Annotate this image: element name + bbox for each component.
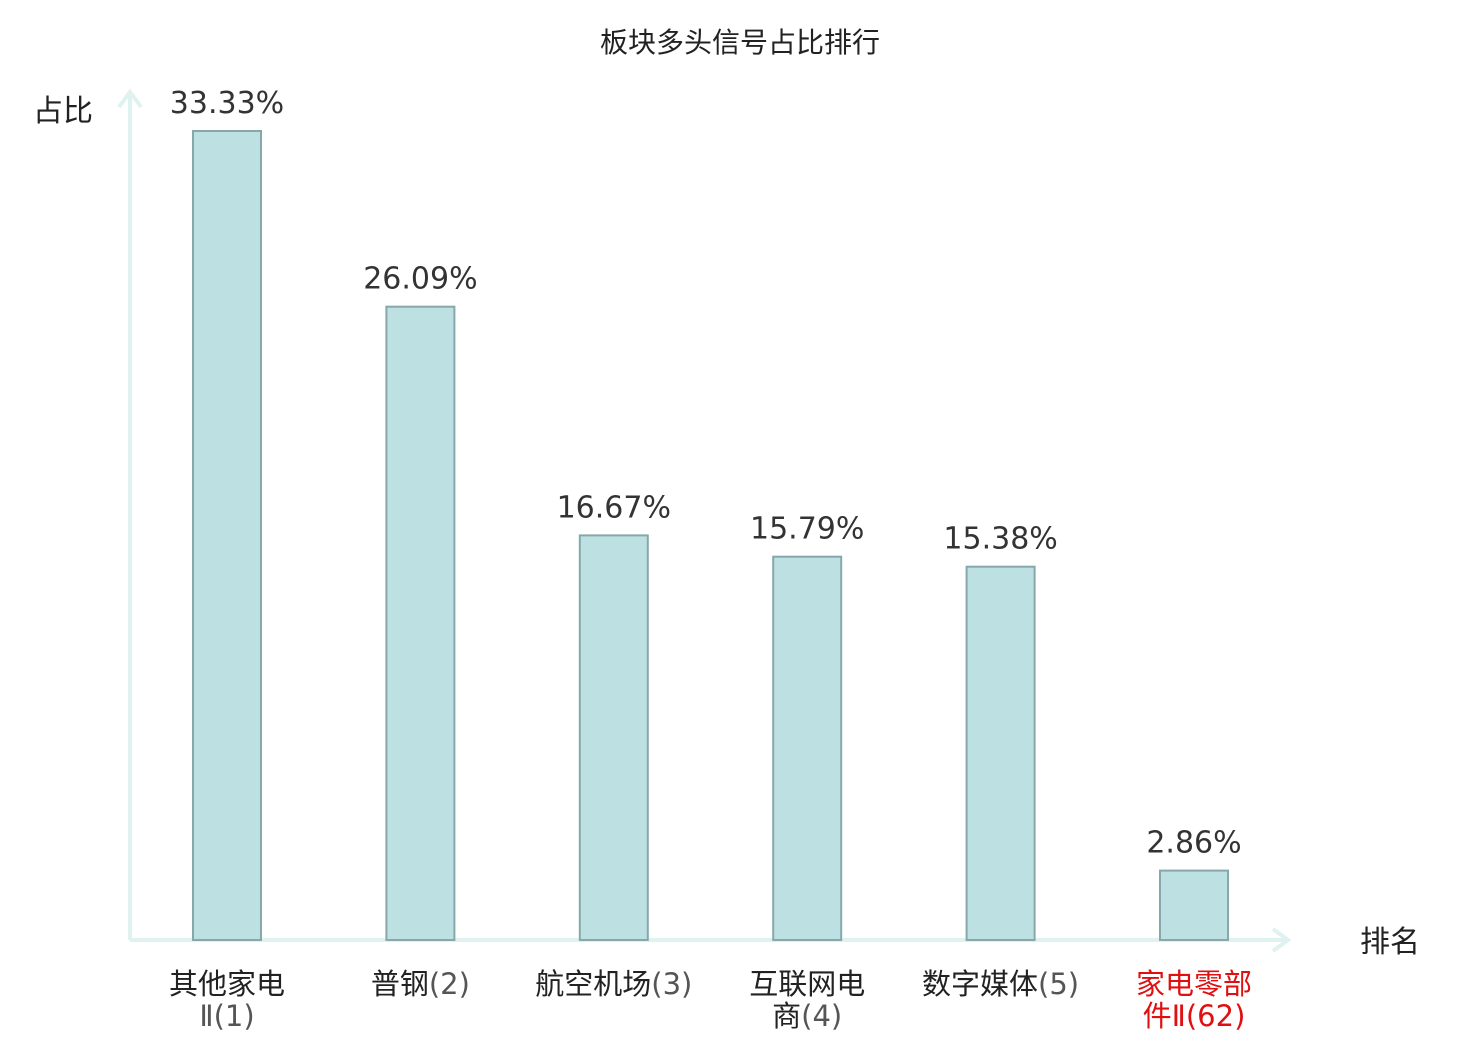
category-label: 家电零部件Ⅱ(62) bbox=[1136, 967, 1252, 1033]
data-label: 15.38% bbox=[943, 522, 1057, 557]
category-label: 航空机场(3) bbox=[535, 967, 692, 1001]
category-label: 普钢(2) bbox=[371, 967, 470, 1001]
bar-series bbox=[192, 130, 1229, 942]
x-axis: 排名 bbox=[130, 925, 1420, 960]
bar bbox=[578, 534, 649, 942]
data-label: 26.09% bbox=[363, 262, 477, 297]
data-labels: 33.33% 26.09% 16.67% 15.79% 15.38% 2.86% bbox=[170, 86, 1242, 861]
data-label: 33.33% bbox=[170, 86, 284, 121]
bar bbox=[772, 555, 843, 941]
bar bbox=[1159, 869, 1229, 941]
category-label: 数字媒体(5) bbox=[922, 967, 1079, 1001]
x-axis-label: 排名 bbox=[1360, 925, 1420, 960]
data-label: 16.67% bbox=[557, 490, 671, 525]
category-label: 互联网电商(4) bbox=[749, 967, 865, 1033]
category-label: 其他家电 Ⅱ(1) bbox=[169, 967, 285, 1033]
data-label: 15.79% bbox=[750, 512, 864, 547]
category-labels: 其他家电 Ⅱ(1) 普钢(2) 航空机场(3) 互联网电商(4) 数字媒体(5) 家电零部件… bbox=[169, 967, 1252, 1033]
bar bbox=[192, 130, 262, 941]
data-label: 2.86% bbox=[1146, 826, 1241, 861]
bar bbox=[385, 305, 456, 941]
bar bbox=[965, 565, 1036, 941]
y-axis-arrow-icon bbox=[117, 88, 143, 109]
y-axis-label: 占比 bbox=[33, 94, 93, 129]
chart-title: 板块多头信号占比排行 bbox=[600, 26, 880, 59]
x-axis-arrow-icon bbox=[1271, 927, 1292, 953]
y-axis: 占比 bbox=[33, 88, 143, 940]
